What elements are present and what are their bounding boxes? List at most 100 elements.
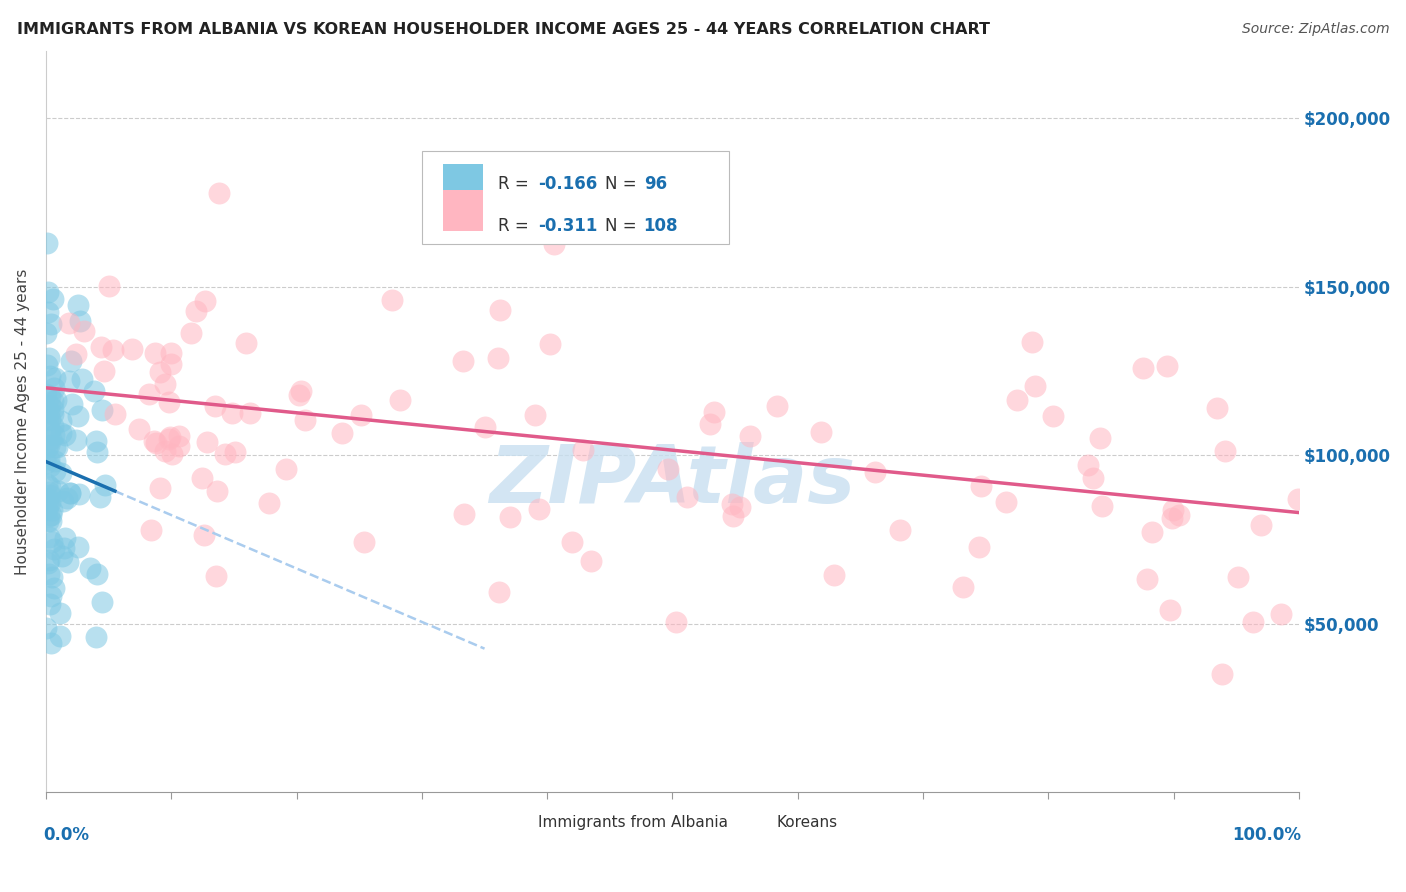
Point [1005, 393, 1028, 408]
Point [1168, 508, 1191, 522]
Bar [741, 813, 769, 833]
Point [98, 279, 121, 293]
Point [157, 394, 180, 409]
Point [381, 293, 404, 307]
Point [1211, 667, 1233, 681]
Point [1241, 615, 1264, 630]
Point [52, 494, 75, 508]
Text: ZIPAtlas: ZIPAtlas [489, 442, 856, 520]
Point [89, 490, 111, 504]
Point [350, 408, 373, 422]
Point [49, 425, 72, 440]
Point [766, 399, 789, 413]
Point [474, 420, 496, 434]
Point [180, 326, 202, 341]
Point [79, 560, 101, 574]
Point [49, 415, 72, 429]
Point [59, 354, 82, 368]
Point [538, 337, 561, 351]
Point [1160, 510, 1182, 524]
Point [810, 425, 832, 439]
Point [65, 434, 87, 448]
Point [39, 597, 62, 611]
Point [276, 462, 298, 476]
Point [952, 580, 974, 594]
Point [67, 409, 90, 423]
Point [39, 494, 62, 508]
Point [84, 434, 107, 448]
Point [59, 486, 82, 500]
Point [70, 372, 93, 386]
Point [169, 439, 191, 453]
Text: 100.0%: 100.0% [1233, 826, 1302, 844]
Point [69, 313, 91, 327]
Point [160, 447, 183, 461]
Point [38, 351, 60, 365]
Point [39, 636, 62, 650]
Text: Source: ZipAtlas.com: Source: ZipAtlas.com [1241, 22, 1389, 37]
Point [42, 419, 65, 434]
Point [35, 387, 58, 401]
Point [204, 569, 226, 583]
Point [193, 528, 215, 542]
Point [59, 485, 82, 500]
Point [38, 369, 60, 384]
Point [155, 444, 177, 458]
Point [235, 335, 257, 350]
Point [453, 354, 475, 368]
Point [149, 365, 172, 379]
Point [579, 554, 602, 568]
Point [139, 523, 162, 537]
Point [46, 440, 69, 454]
Point [84, 630, 107, 644]
Point [1250, 518, 1272, 533]
Point [1135, 572, 1157, 586]
Point [257, 496, 280, 510]
Point [572, 443, 595, 458]
Point [58, 375, 80, 389]
Text: N =: N = [605, 218, 641, 235]
Point [42, 541, 65, 556]
Point [1077, 458, 1099, 473]
Point [1024, 378, 1046, 392]
Text: 96: 96 [644, 175, 666, 194]
Point [86, 566, 108, 581]
Point [389, 392, 412, 407]
Point [665, 615, 688, 630]
Point [239, 406, 262, 420]
Text: Koreans: Koreans [776, 815, 838, 830]
Point [53, 541, 76, 555]
Y-axis label: Householder Income Ages 25 - 44 years: Householder Income Ages 25 - 44 years [15, 268, 30, 574]
Point [42, 407, 65, 421]
Text: 108: 108 [644, 218, 678, 235]
Text: IMMIGRANTS FROM ALBANIA VS KOREAN HOUSEHOLDER INCOME AGES 25 - 44 YEARS CORRELAT: IMMIGRANTS FROM ALBANIA VS KOREAN HOUSEH… [17, 22, 990, 37]
Point [488, 584, 510, 599]
Point [1140, 525, 1163, 540]
Point [207, 484, 229, 499]
Point [195, 434, 218, 449]
Text: R =: R = [498, 218, 534, 235]
Point [1226, 570, 1249, 584]
Point [91, 595, 114, 609]
Point [149, 481, 172, 495]
Point [290, 384, 312, 399]
Point [1081, 471, 1104, 485]
Bar [503, 813, 531, 833]
Point [35, 502, 58, 516]
Point [676, 490, 699, 504]
Text: N =: N = [605, 175, 641, 194]
Point [167, 429, 190, 443]
Point [159, 429, 181, 443]
Point [527, 501, 550, 516]
Point [46, 484, 69, 499]
Point [37, 498, 59, 512]
Point [35, 499, 58, 513]
Point [721, 509, 744, 524]
Point [699, 417, 721, 432]
Point [53, 428, 76, 442]
Text: Immigrants from Albania: Immigrants from Albania [538, 815, 728, 830]
Point [194, 293, 217, 308]
Point [970, 478, 993, 492]
Point [56, 491, 79, 505]
Point [90, 403, 112, 417]
